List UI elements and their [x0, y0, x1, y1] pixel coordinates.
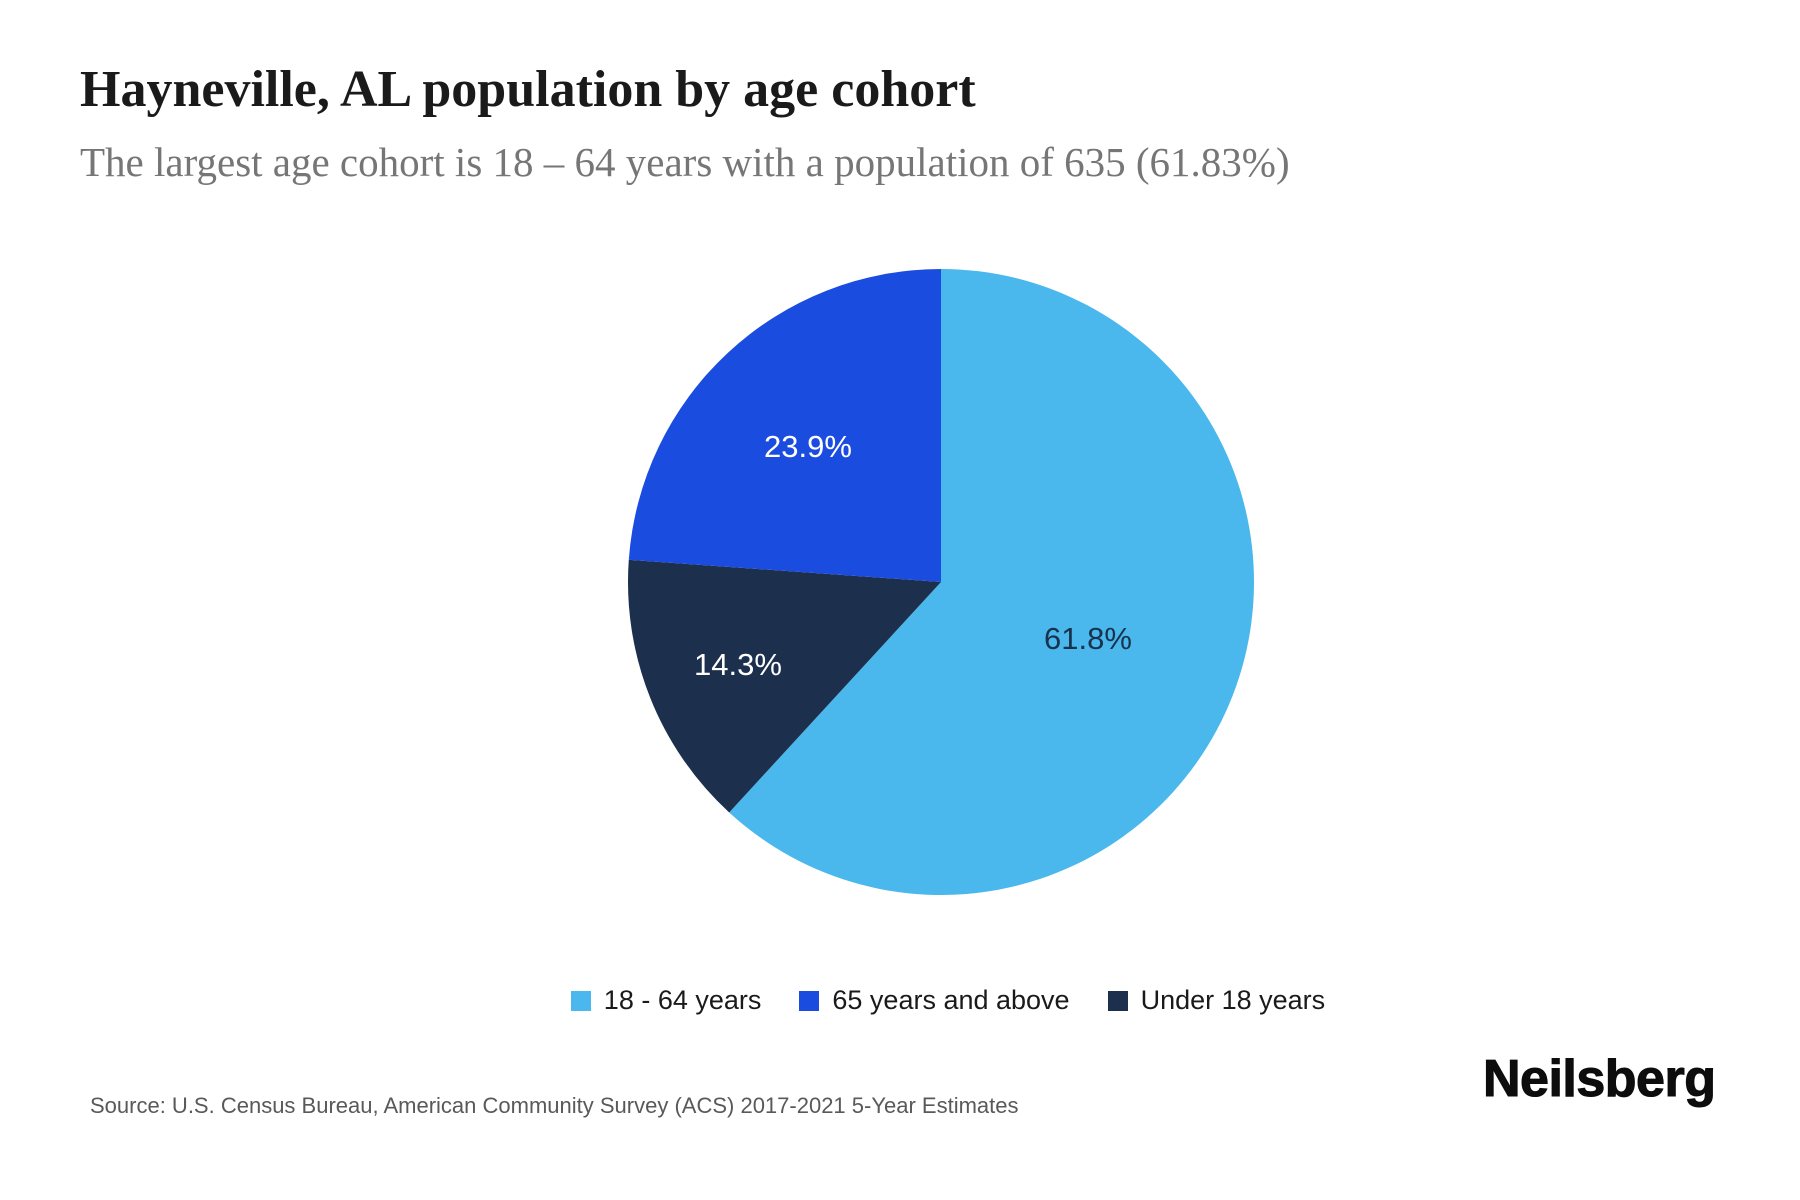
svg-text:14.3%: 14.3%: [694, 647, 782, 682]
svg-text:61.8%: 61.8%: [1044, 621, 1132, 656]
svg-text:23.9%: 23.9%: [764, 429, 852, 464]
